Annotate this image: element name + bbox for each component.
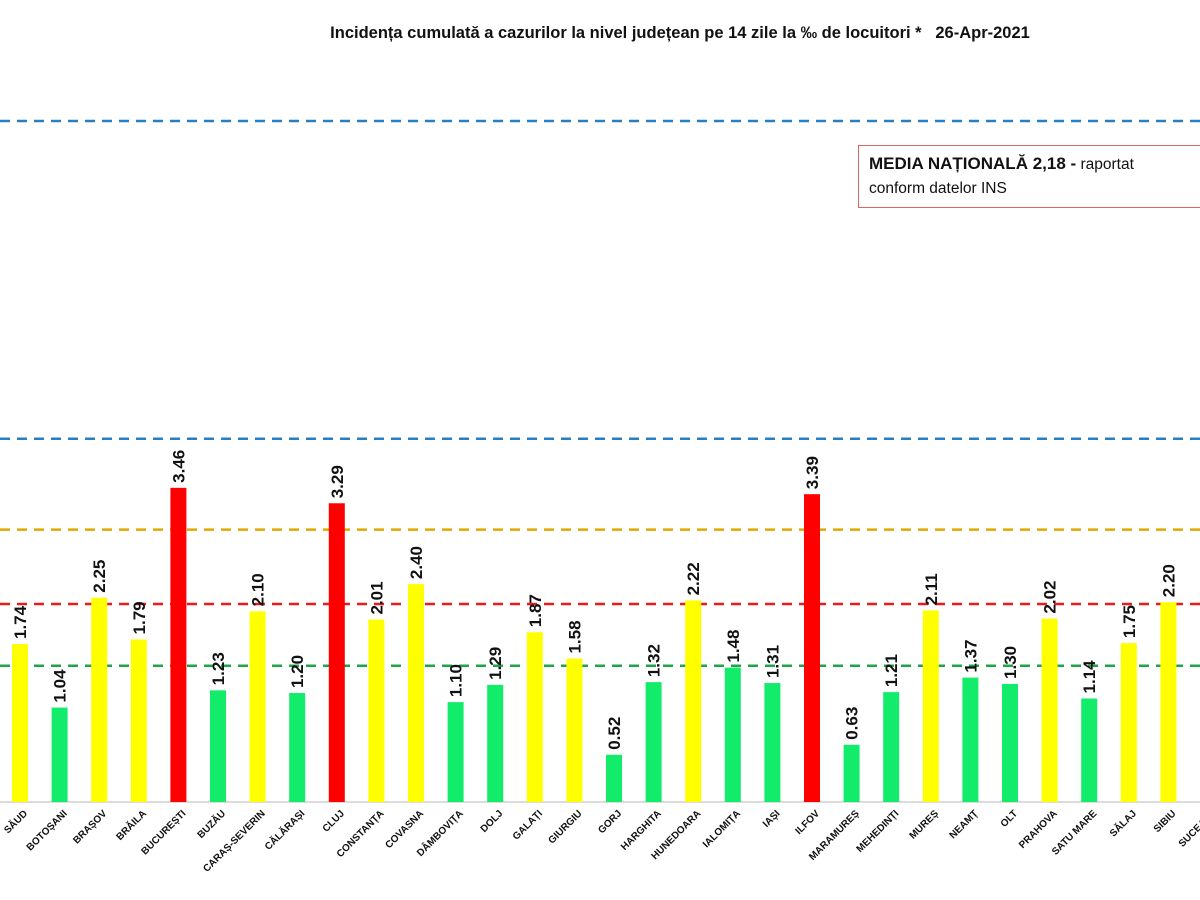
value-label-16: 1.32 bbox=[645, 644, 664, 677]
category-label-2: BRAȘOV bbox=[71, 808, 109, 846]
category-label-3: BRĂILA bbox=[113, 807, 149, 843]
category-label-20: ILFOV bbox=[794, 808, 823, 837]
value-label-11: 1.10 bbox=[447, 664, 466, 697]
value-label-23: 2.11 bbox=[922, 573, 941, 605]
value-label-6: 2.10 bbox=[249, 573, 268, 606]
value-label-26: 2.02 bbox=[1041, 580, 1060, 613]
category-label-24: NEAMȚ bbox=[948, 808, 981, 841]
bar-19 bbox=[764, 683, 781, 802]
bar-6 bbox=[249, 611, 266, 802]
bar-0 bbox=[12, 644, 28, 802]
bar-17 bbox=[685, 600, 702, 802]
value-label-0: 1.74 bbox=[11, 605, 30, 639]
bar-3 bbox=[130, 639, 147, 802]
bar-28 bbox=[1120, 643, 1137, 802]
bar-10 bbox=[408, 584, 424, 802]
bar-26 bbox=[1041, 618, 1058, 802]
bar-11 bbox=[447, 702, 464, 802]
category-label-10: COVASNA bbox=[384, 808, 427, 851]
category-label-0: SĂUD bbox=[1, 807, 30, 836]
value-label-18: 1.48 bbox=[724, 630, 743, 663]
value-label-17: 2.22 bbox=[684, 562, 703, 595]
value-label-29: 2.20 bbox=[1159, 564, 1178, 597]
bar-23 bbox=[922, 610, 939, 802]
value-label-5: 1.23 bbox=[209, 652, 228, 685]
bar-5 bbox=[210, 690, 226, 802]
bar-8 bbox=[328, 503, 345, 802]
value-label-22: 1.21 bbox=[882, 654, 901, 687]
bar-1 bbox=[51, 707, 68, 802]
category-label-23: MUREȘ bbox=[908, 808, 942, 842]
bar-4 bbox=[170, 487, 187, 802]
bar-12 bbox=[487, 684, 504, 802]
annotation-line2: conform datelor INS bbox=[869, 180, 1007, 197]
value-label-9: 2.01 bbox=[367, 581, 386, 614]
annotation-rest: raportat bbox=[1076, 156, 1134, 173]
value-label-27: 1.14 bbox=[1080, 660, 1099, 694]
value-label-3: 1.79 bbox=[130, 601, 149, 634]
value-label-2: 2.25 bbox=[90, 560, 109, 593]
bar-14 bbox=[566, 658, 583, 802]
value-label-8: 3.29 bbox=[328, 465, 347, 498]
annotation-bold: MEDIA NAȚIONALĂ 2,18 - bbox=[869, 154, 1077, 173]
value-label-12: 1.29 bbox=[486, 647, 505, 680]
bar-21 bbox=[843, 744, 860, 802]
value-label-14: 1.58 bbox=[565, 620, 584, 653]
category-label-13: GALAȚI bbox=[511, 808, 545, 842]
category-label-8: CLUJ bbox=[321, 808, 347, 834]
value-label-21: 0.63 bbox=[843, 707, 862, 740]
bar-7 bbox=[289, 693, 306, 802]
bar-2 bbox=[91, 597, 108, 802]
category-label-28: SĂLAJ bbox=[1107, 807, 1139, 839]
category-label-15: GORJ bbox=[596, 808, 624, 836]
category-label-5: BUZĂU bbox=[194, 807, 228, 841]
category-label-18: IALOMIȚA bbox=[701, 808, 743, 850]
bar-25 bbox=[1002, 683, 1018, 802]
national-average-annotation: MEDIA NAȚIONALĂ 2,18 - raportat conform … bbox=[858, 145, 1200, 208]
value-label-28: 1.75 bbox=[1120, 605, 1139, 638]
category-label-12: DOLJ bbox=[479, 808, 506, 835]
bar-13 bbox=[526, 632, 543, 802]
category-label-1: BOTOȘANI bbox=[25, 808, 70, 853]
category-label-14: GIURGIU bbox=[546, 808, 584, 846]
bar-18 bbox=[724, 667, 741, 802]
bar-16 bbox=[645, 682, 662, 802]
category-label-7: CĂLĂRAȘI bbox=[262, 807, 308, 853]
category-label-19: IAȘI bbox=[761, 808, 783, 830]
bar-22 bbox=[883, 692, 900, 802]
category-label-22: MEHEDINȚI bbox=[855, 808, 902, 855]
category-label-26: PRAHOVA bbox=[1017, 808, 1060, 851]
bar-15 bbox=[606, 754, 622, 802]
bar-24 bbox=[962, 677, 979, 802]
value-label-25: 1.30 bbox=[1001, 646, 1020, 679]
bar-9 bbox=[368, 619, 385, 802]
category-label-25: OLT bbox=[999, 808, 1020, 829]
value-label-10: 2.40 bbox=[407, 546, 426, 579]
value-label-15: 0.52 bbox=[605, 717, 624, 750]
category-label-30: SUCEAVA bbox=[1177, 808, 1200, 849]
value-label-19: 1.31 bbox=[763, 645, 782, 678]
value-label-1: 1.04 bbox=[51, 669, 70, 703]
value-label-20: 3.39 bbox=[803, 456, 822, 489]
value-label-7: 1.20 bbox=[288, 655, 307, 688]
chart-title: Incidența cumulată a cazurilor la nivel … bbox=[330, 24, 1030, 42]
bar-27 bbox=[1081, 698, 1098, 802]
value-label-24: 1.37 bbox=[961, 640, 980, 673]
bar-29 bbox=[1160, 602, 1177, 802]
value-label-13: 1.87 bbox=[526, 594, 545, 627]
value-label-4: 3.46 bbox=[169, 450, 188, 483]
bar-20 bbox=[804, 494, 820, 802]
category-label-29: SIBIU bbox=[1152, 808, 1179, 835]
